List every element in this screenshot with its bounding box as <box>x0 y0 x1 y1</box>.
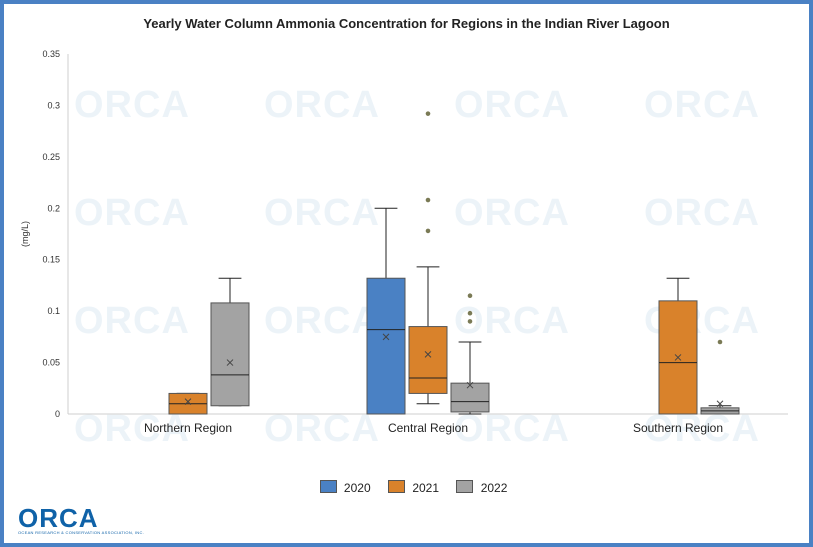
plot-area: 00.050.10.150.20.250.30.35(mg/L)Northern… <box>68 44 788 444</box>
svg-text:Central Region: Central Region <box>388 421 468 435</box>
svg-text:0.05: 0.05 <box>42 358 60 368</box>
svg-text:0.35: 0.35 <box>42 49 60 59</box>
svg-text:0.25: 0.25 <box>42 152 60 162</box>
brand-logo: ORCA OCEAN RESEARCH & CONSERVATION ASSOC… <box>18 503 144 535</box>
legend-label-2020: 2020 <box>344 481 371 495</box>
svg-text:0.1: 0.1 <box>47 306 60 316</box>
svg-text:(mg/L): (mg/L) <box>20 221 30 247</box>
svg-text:Northern Region: Northern Region <box>144 421 232 435</box>
legend: 2020 2021 2022 <box>4 480 809 495</box>
legend-label-2022: 2022 <box>481 481 508 495</box>
svg-text:Southern Region: Southern Region <box>633 421 723 435</box>
chart-title: Yearly Water Column Ammonia Concentratio… <box>16 16 797 31</box>
legend-swatch-2021 <box>388 480 405 493</box>
chart-frame: Yearly Water Column Ammonia Concentratio… <box>0 0 813 547</box>
brand-logo-subtitle: OCEAN RESEARCH & CONSERVATION ASSOCIATIO… <box>18 530 144 535</box>
svg-text:0.3: 0.3 <box>47 100 60 110</box>
svg-text:0: 0 <box>55 409 60 419</box>
legend-swatch-2022 <box>456 480 473 493</box>
boxplot-svg: 00.050.10.150.20.250.30.35(mg/L)Northern… <box>68 44 788 444</box>
svg-text:0.15: 0.15 <box>42 255 60 265</box>
legend-swatch-2020 <box>320 480 337 493</box>
svg-text:0.2: 0.2 <box>47 203 60 213</box>
legend-label-2021: 2021 <box>412 481 439 495</box>
